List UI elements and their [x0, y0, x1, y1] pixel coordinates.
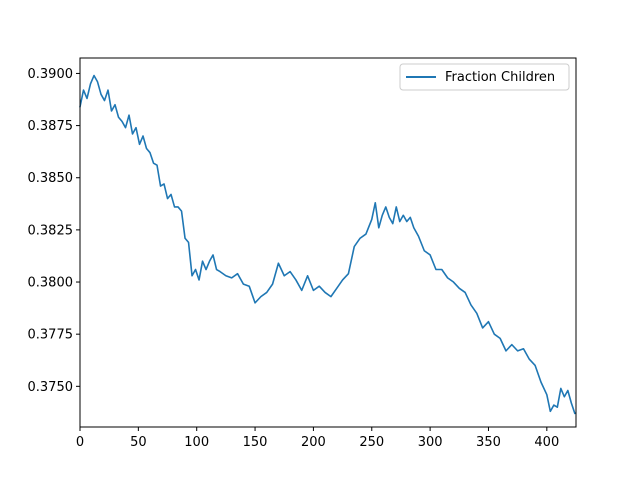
- series-line-0: [79, 74, 576, 415]
- x-tick-label: 250: [359, 435, 384, 450]
- x-tick-label: 50: [130, 435, 147, 450]
- y-tick-label: 0.3800: [28, 276, 74, 291]
- x-tick-label: 300: [418, 435, 443, 450]
- axes-layer: [79, 57, 577, 428]
- x-tick-label: 100: [184, 435, 209, 450]
- legend-box: [399, 63, 570, 91]
- x-tick-label: 150: [243, 435, 268, 450]
- x-axis-ticks: 0 50 100 150 200 250 300 350 400: [76, 427, 559, 450]
- plot-background: [80, 58, 576, 427]
- y-tick-label: 0.3875: [28, 119, 74, 134]
- y-tick-label: 0.3750: [28, 380, 74, 395]
- y-tick-label: 0.3825: [28, 223, 74, 238]
- x-tick-label: 400: [534, 435, 559, 450]
- y-tick-label: 0.3850: [28, 171, 74, 186]
- legend-label: Fraction Children: [445, 70, 555, 85]
- plot-frame: [79, 57, 577, 428]
- series-layer: [79, 74, 576, 415]
- x-tick-label: 0: [76, 435, 84, 450]
- legend: Fraction Children: [399, 63, 570, 91]
- y-axis-ticks: 0.3750 0.3775 0.3800 0.3825 0.3850 0.3875 0.39…: [28, 67, 80, 395]
- x-tick-label: 200: [301, 435, 326, 450]
- y-tick-label: 0.3775: [28, 328, 74, 343]
- y-tick-label: 0.3900: [28, 67, 74, 82]
- x-tick-label: 350: [476, 435, 501, 450]
